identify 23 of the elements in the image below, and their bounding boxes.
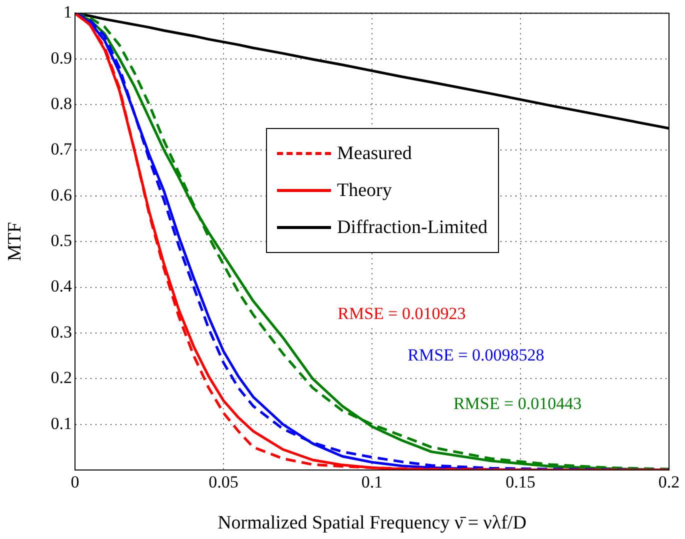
- y-tick-label: 0.6: [50, 185, 72, 204]
- x-axis-title: Normalized Spatial Frequency ν̄ = νλf/D: [218, 512, 526, 534]
- x-tick-label: 0.1: [361, 472, 383, 492]
- annotation: RMSE = 0.010443: [453, 394, 582, 414]
- y-tick-label: 0.5: [50, 231, 72, 250]
- annotation: RMSE = 0.0098528: [408, 345, 544, 364]
- legend-label: Diffraction-Limited: [337, 216, 488, 240]
- y-tick-label: 0.4: [50, 276, 72, 296]
- x-tick-label: 0: [70, 472, 80, 492]
- y-tick-label: 0.1: [50, 414, 72, 433]
- y-tick-label: 0.8: [50, 94, 72, 114]
- annotation: RMSE = 0.010923: [338, 304, 466, 324]
- x-tick-label: 0.05: [208, 472, 238, 492]
- x-tick-label: 0.2: [658, 472, 680, 492]
- y-tick-label: 1: [64, 2, 72, 22]
- y-tick-label: 0.9: [50, 48, 72, 68]
- legend-label: Measured: [337, 142, 412, 166]
- x-tick-label: 0.15: [506, 472, 536, 492]
- y-tick-label: 0.2: [50, 368, 72, 388]
- y-tick-label: 0.3: [50, 322, 72, 342]
- legend-label: Theory: [337, 179, 392, 203]
- y-axis-title: MTF: [4, 222, 26, 262]
- y-tick-label: 0.7: [50, 140, 72, 159]
